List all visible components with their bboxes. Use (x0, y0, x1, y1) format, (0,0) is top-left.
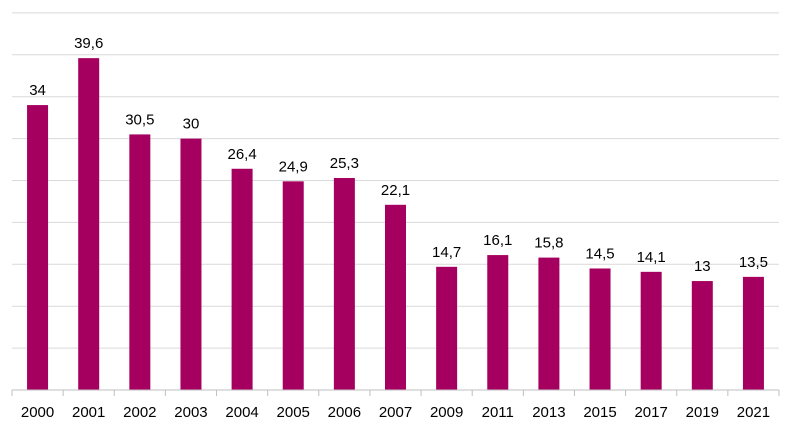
category-label-2011: 2011 (482, 404, 514, 421)
bar-2021 (742, 276, 764, 390)
category-label-2019: 2019 (686, 404, 719, 421)
category-label-2021: 2021 (737, 404, 770, 421)
category-label-2009: 2009 (430, 404, 463, 421)
category-label-2007: 2007 (379, 404, 412, 421)
bar-2003 (180, 138, 202, 390)
category-label-2004: 2004 (225, 404, 258, 421)
value-label-2001: 39,6 (74, 35, 103, 52)
x-axis-ticks (11, 390, 780, 396)
value-label-2000: 34 (29, 82, 46, 99)
value-label-2005: 24,9 (279, 158, 308, 175)
value-label-2017: 14,1 (637, 249, 666, 266)
value-label-2019: 13 (694, 258, 711, 275)
value-label-2002: 30,5 (125, 111, 154, 128)
bar-2005 (282, 181, 304, 390)
value-label-2013: 15,8 (534, 235, 563, 252)
value-labels: 34 39,6 30,5 30 26,4 24,9 25,3 22,1 14,7 16,1 15,8… (29, 35, 768, 275)
value-label-2011: 16,1 (483, 232, 512, 249)
bar-2009 (436, 266, 458, 390)
bar-2011 (487, 255, 509, 390)
value-label-2021: 13,5 (739, 254, 768, 271)
value-label-2007: 22,1 (381, 182, 410, 199)
bars (27, 58, 764, 390)
category-label-2017: 2017 (634, 404, 667, 421)
category-label-2001: 2001 (72, 404, 105, 421)
category-label-2006: 2006 (328, 404, 361, 421)
category-label-2005: 2005 (277, 404, 310, 421)
bar-2001 (78, 58, 100, 390)
value-label-2003: 30 (183, 116, 200, 133)
value-label-2009: 14,7 (432, 244, 461, 261)
category-label-2003: 2003 (174, 404, 207, 421)
bar-2013 (538, 257, 560, 390)
category-label-2013: 2013 (532, 404, 565, 421)
category-label-2015: 2015 (583, 404, 616, 421)
category-label-2000: 2000 (21, 404, 54, 421)
value-label-2004: 26,4 (227, 146, 256, 163)
bar-2006 (333, 177, 355, 390)
bar-2000 (27, 105, 49, 390)
category-label-2002: 2002 (123, 404, 156, 421)
value-label-2015: 14,5 (585, 245, 614, 262)
bar-2017 (640, 271, 662, 390)
bar-2002 (129, 134, 151, 390)
bar-2015 (589, 268, 611, 390)
bar-2004 (231, 168, 253, 390)
value-label-2006: 25,3 (330, 155, 359, 172)
bar-2007 (385, 204, 406, 390)
bar-2019 (691, 281, 713, 390)
x-axis-tick-labels: 2000 2001 2002 2003 2004 2005 2006 2007 2009 2011… (21, 404, 770, 421)
